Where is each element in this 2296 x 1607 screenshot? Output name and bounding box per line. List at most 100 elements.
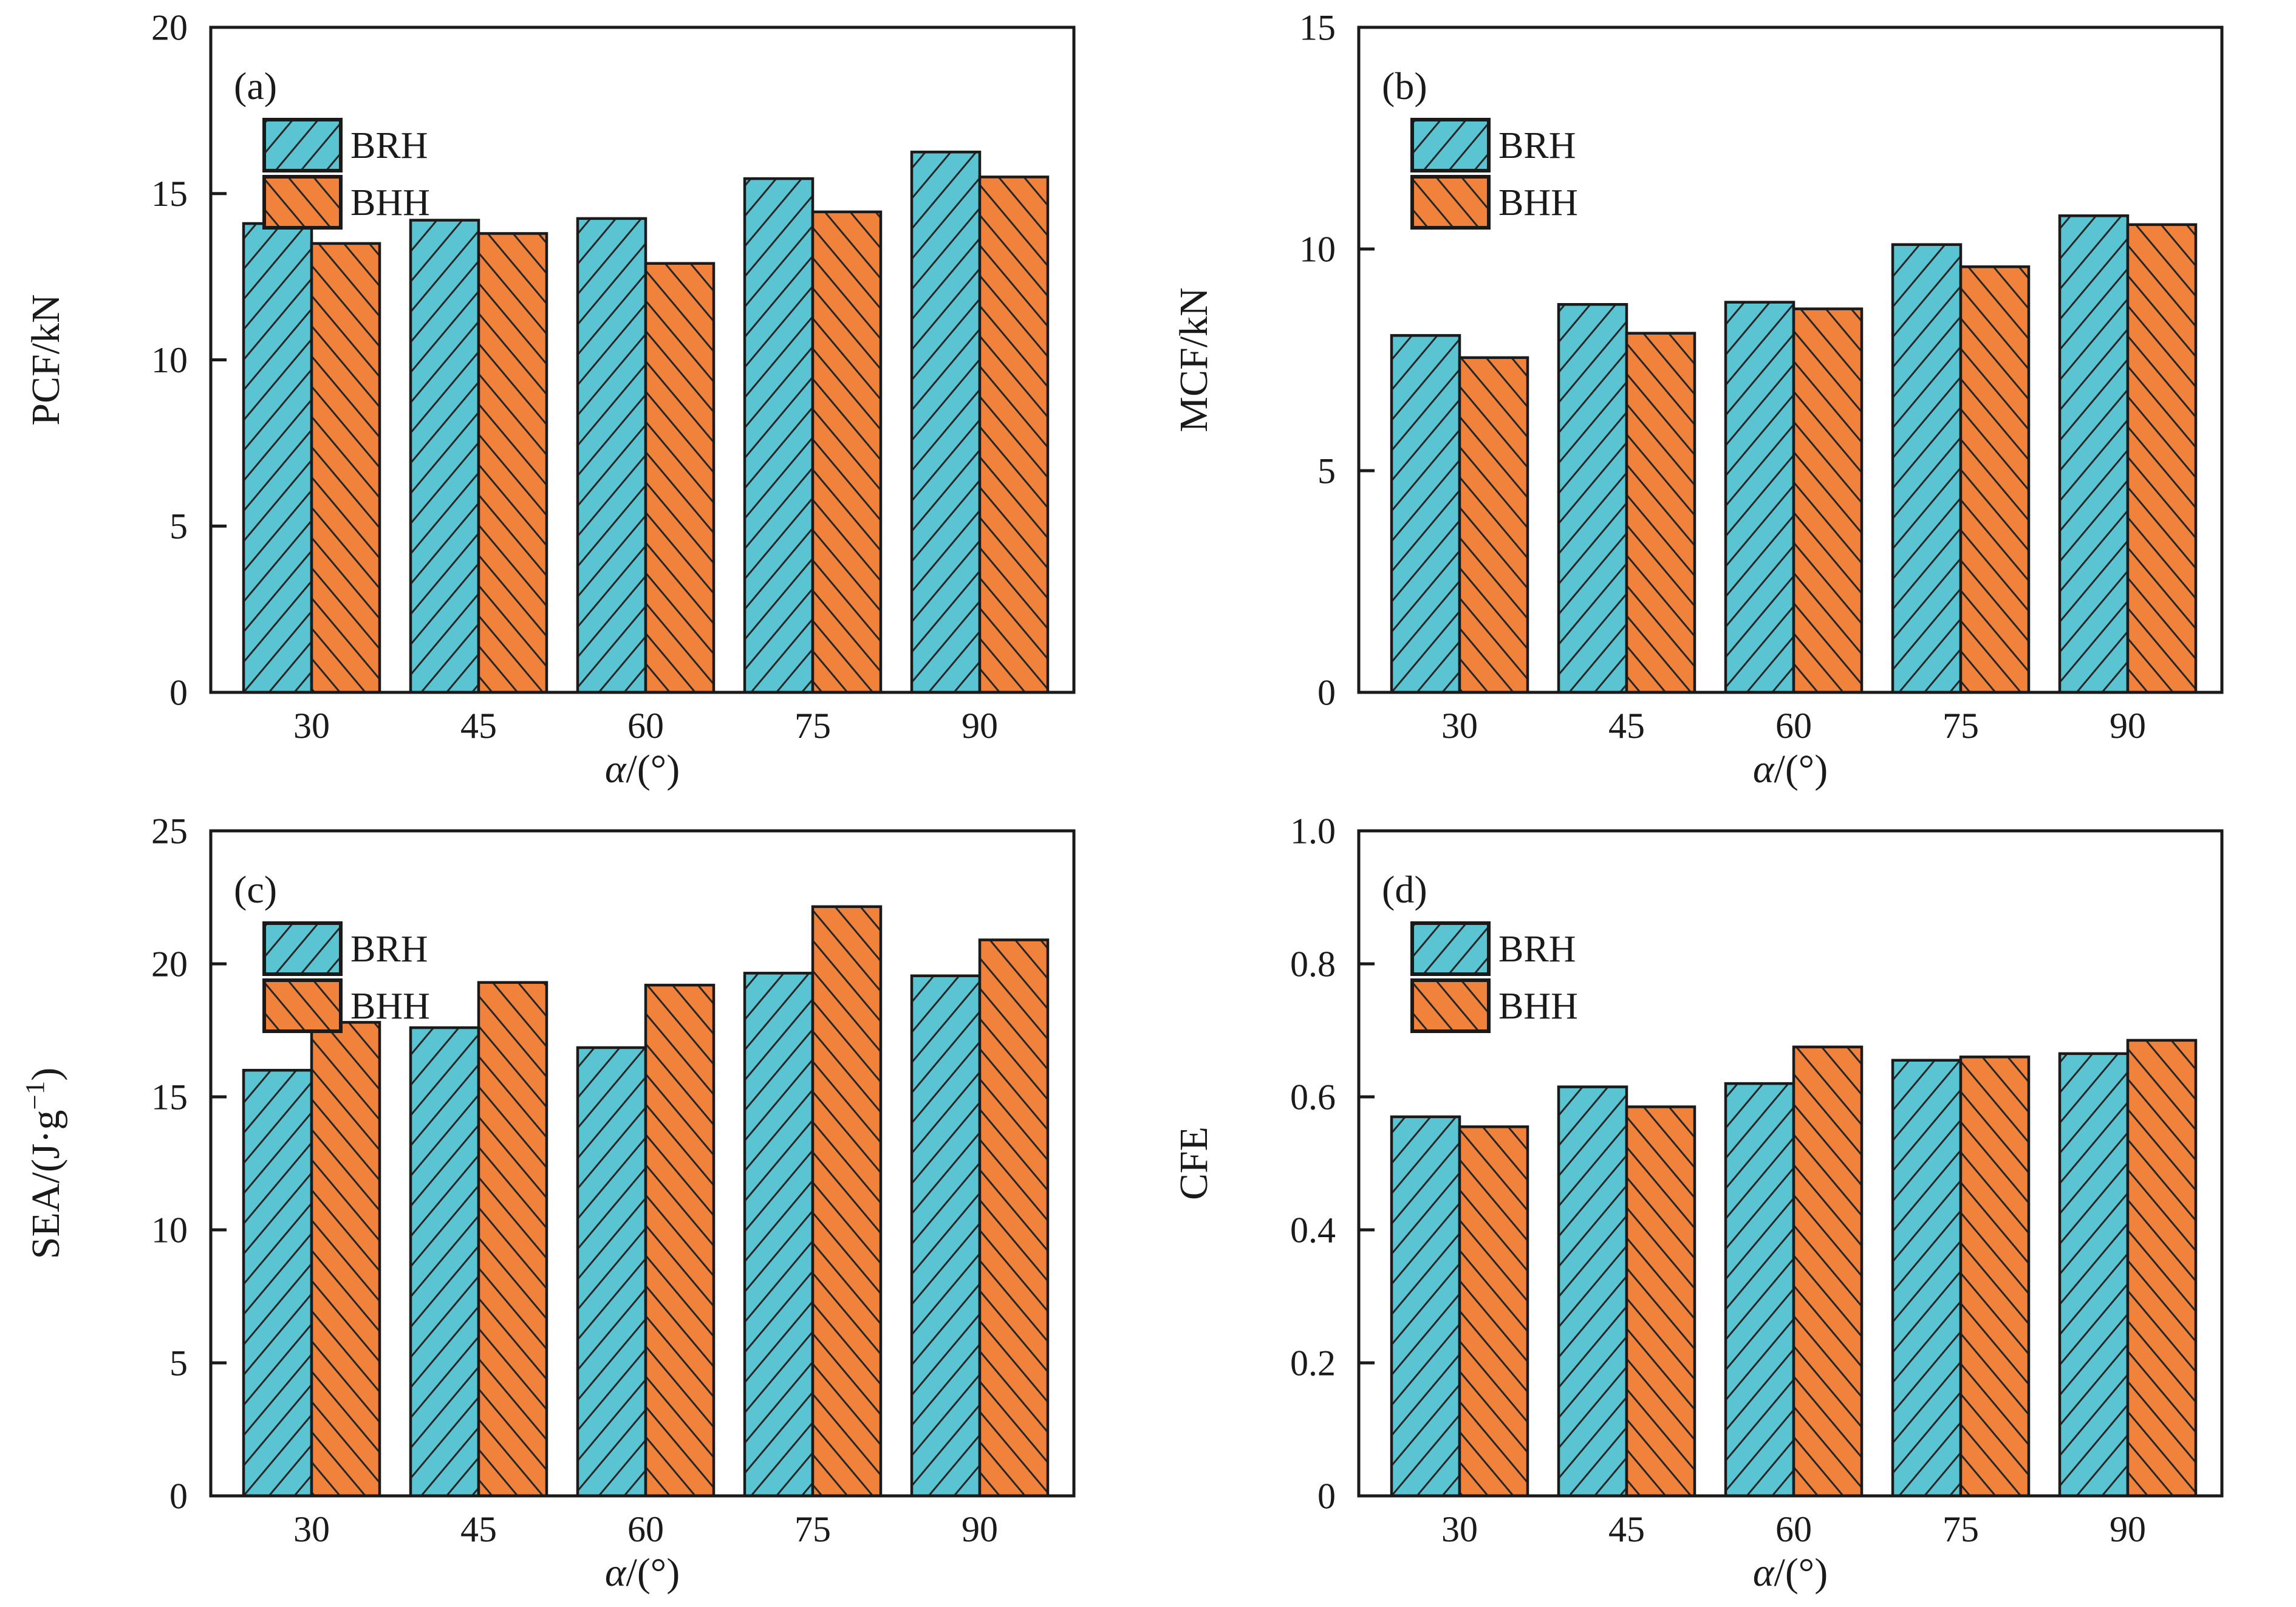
y-tick-label: 5 xyxy=(1317,451,1336,491)
x-tick-label: 60 xyxy=(627,706,664,746)
x-axis-label: α/(°) xyxy=(605,747,680,791)
bar-brh-60 xyxy=(576,217,647,694)
y-tick-label: 20 xyxy=(151,7,188,47)
legend-swatch-brh xyxy=(1410,118,1491,172)
y-tick-label: 0.4 xyxy=(1290,1210,1336,1250)
y-tick-label: 15 xyxy=(151,1077,188,1117)
y-tick-label: 0 xyxy=(169,1476,188,1516)
bar-bhh-90 xyxy=(978,176,1050,694)
bar-bhh-75 xyxy=(811,210,883,694)
panel-letter: (a) xyxy=(234,64,277,107)
bar-brh-60 xyxy=(1724,1082,1795,1498)
y-tick-label: 20 xyxy=(151,944,188,984)
x-tick-label: 30 xyxy=(293,1509,330,1549)
bar-bhh-45 xyxy=(1625,332,1696,694)
x-tick-label: 45 xyxy=(1608,1509,1645,1549)
bar-bhh-30 xyxy=(1458,356,1529,694)
bar-bhh-75 xyxy=(811,905,883,1498)
bar-bhh-60 xyxy=(644,983,716,1498)
chart-c-svg: 30 45 60 75 90 0 5 10 15 20 25 (c) SEA/(J·g−1) α/(°) B… xyxy=(19,811,1076,1595)
legend-swatch-bhh xyxy=(262,175,343,230)
bar-bhh-60 xyxy=(1792,1045,1864,1498)
y-tick-label: 5 xyxy=(169,507,188,547)
bar-brh-75 xyxy=(1891,1059,1963,1498)
y-axis-label: CFE xyxy=(1172,1127,1216,1200)
y-tick-label: 0 xyxy=(1317,672,1336,712)
legend-label-brh: BRH xyxy=(1498,125,1576,166)
y-axis-label: MCF/kN xyxy=(1172,287,1216,432)
bar-brh-45 xyxy=(409,1026,480,1498)
x-tick-label: 30 xyxy=(293,706,330,746)
axis-frame xyxy=(1357,829,2224,1498)
bar-bhh-90 xyxy=(2126,1039,2198,1498)
x-tick-label: 45 xyxy=(1608,706,1645,746)
bar-bhh-75 xyxy=(1959,265,2031,694)
legend-swatch-brh xyxy=(262,118,343,172)
x-tick-label: 75 xyxy=(794,1509,831,1549)
legend-label-bhh: BHH xyxy=(1498,986,1578,1027)
y-tick-label: 15 xyxy=(1299,7,1336,47)
panel-b: 30 45 60 75 90 0 5 10 15 (b) MCF/kN α/(°) BRH BHH xyxy=(1148,0,2296,803)
x-tick-label: 30 xyxy=(1441,1509,1478,1549)
x-tick-label: 75 xyxy=(794,706,831,746)
y-tick-label: 10 xyxy=(151,1210,188,1250)
x-axis-label: α/(°) xyxy=(1753,1551,1828,1595)
panel-letter: (b) xyxy=(1382,64,1427,107)
bar-brh-30 xyxy=(1390,334,1461,694)
bar-bhh-30 xyxy=(310,242,381,694)
bar-bhh-30 xyxy=(310,1021,381,1498)
panel-letter: (d) xyxy=(1382,868,1427,911)
bar-brh-90 xyxy=(2058,1052,2130,1498)
legend-label-brh: BRH xyxy=(1498,929,1576,970)
y-tick-label: 5 xyxy=(169,1343,188,1383)
bar-brh-90 xyxy=(910,151,982,694)
x-tick-label: 90 xyxy=(2110,706,2146,746)
panel-d: 30 45 60 75 90 0 0.2 0.4 0.6 0.8 1.0 (d) CFE α/(°) BRH… xyxy=(1148,803,2296,1607)
bar-brh-75 xyxy=(1891,243,1963,694)
legend-label-bhh: BHH xyxy=(350,986,430,1027)
y-axis-label: SEA/(J·g−1) xyxy=(19,1068,68,1259)
x-tick-label: 90 xyxy=(962,706,998,746)
legend-label-bhh: BHH xyxy=(1498,182,1578,223)
bar-brh-90 xyxy=(2058,214,2130,694)
bar-bhh-75 xyxy=(1959,1056,2031,1498)
legend-label-brh: BRH xyxy=(350,125,428,166)
y-tick-label: 1.0 xyxy=(1290,811,1336,851)
bar-bhh-30 xyxy=(1458,1125,1529,1498)
legend-swatch-brh xyxy=(262,921,343,976)
bar-brh-45 xyxy=(1557,1085,1628,1498)
x-tick-label: 60 xyxy=(627,1509,664,1549)
bar-brh-45 xyxy=(409,219,480,694)
x-tick-label: 45 xyxy=(460,1509,497,1549)
y-tick-label: 0 xyxy=(1317,1476,1336,1516)
bar-brh-45 xyxy=(1557,303,1628,694)
bar-bhh-90 xyxy=(2126,223,2198,694)
x-tick-label: 75 xyxy=(1942,706,1979,746)
x-tick-label: 90 xyxy=(2110,1509,2146,1549)
bar-brh-30 xyxy=(242,1068,313,1498)
legend-swatch-bhh xyxy=(262,978,343,1033)
panel-c: 30 45 60 75 90 0 5 10 15 20 25 (c) SEA/(J·g−1) α/(°) B… xyxy=(0,803,1148,1607)
x-tick-label: 60 xyxy=(1775,706,1812,746)
chart-a-svg: 30 45 60 75 90 0 5 10 15 20 (a) PCF/kN α/(°) BRH BHH xyxy=(24,7,1076,791)
bar-brh-90 xyxy=(910,974,982,1498)
bar-brh-75 xyxy=(743,972,815,1498)
bar-bhh-60 xyxy=(1792,307,1864,694)
panel-a: 30 45 60 75 90 0 5 10 15 20 (a) PCF/kN α/(°) BRH BHH xyxy=(0,0,1148,803)
y-tick-label: 0.8 xyxy=(1290,944,1336,984)
bar-brh-30 xyxy=(1390,1115,1461,1498)
legend-swatch-brh xyxy=(1410,921,1491,976)
x-tick-label: 30 xyxy=(1441,706,1478,746)
bar-bhh-45 xyxy=(1625,1105,1696,1498)
bar-bhh-90 xyxy=(978,938,1050,1498)
x-tick-label: 60 xyxy=(1775,1509,1812,1549)
x-axis-label: α/(°) xyxy=(605,1551,680,1595)
chart-b-svg: 30 45 60 75 90 0 5 10 15 (b) MCF/kN α/(°) BRH BHH xyxy=(1172,7,2224,791)
y-tick-label: 15 xyxy=(151,174,188,214)
bar-bhh-45 xyxy=(477,232,548,694)
bar-brh-75 xyxy=(743,177,815,694)
y-tick-label: 25 xyxy=(151,811,188,851)
y-tick-label: 0 xyxy=(169,672,188,712)
x-tick-label: 90 xyxy=(962,1509,998,1549)
